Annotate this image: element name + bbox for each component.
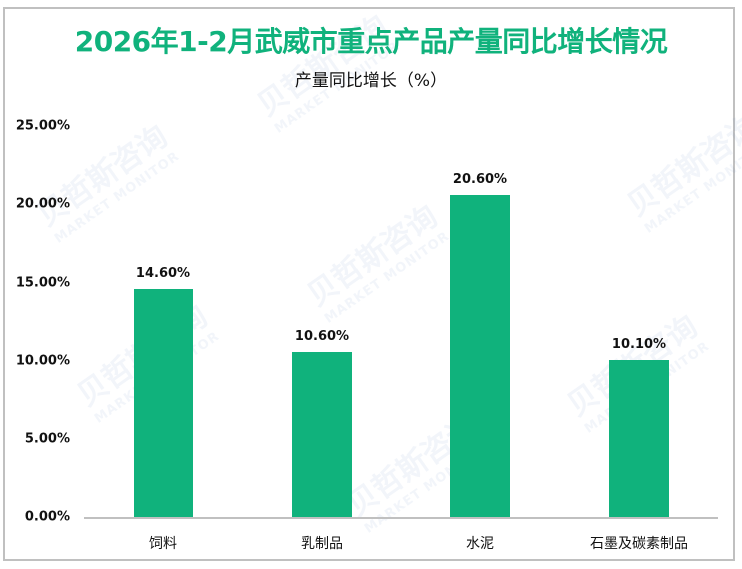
bar-value-label: 10.10% — [611, 337, 667, 352]
y-tick-label: 20.00% — [15, 196, 70, 212]
bar-value-label: 20.60% — [452, 172, 508, 187]
x-category-label: 水泥 — [466, 536, 494, 552]
bar-value-label: 14.60% — [135, 266, 191, 281]
x-category-label: 饲料 — [149, 536, 177, 552]
y-tick-label: 10.00% — [15, 353, 70, 369]
x-category-label: 石墨及碳素制品 — [590, 536, 688, 552]
bar-feed — [134, 289, 193, 518]
y-tick-label: 25.00% — [15, 118, 70, 134]
bar-graphite-carbon — [609, 360, 669, 518]
bar-dairy — [292, 352, 352, 518]
x-category-label: 乳制品 — [301, 536, 343, 552]
chart-subtitle: 产量同比增长（%） — [294, 71, 448, 91]
y-tick-label: 0.00% — [24, 509, 70, 525]
bar-value-label: 10.60% — [294, 329, 350, 344]
bar-cement — [450, 195, 510, 518]
y-tick-label: 15.00% — [15, 275, 70, 291]
x-axis-line — [84, 517, 718, 519]
y-tick-label: 5.00% — [24, 431, 70, 447]
chart-title: 2026年1-2月武威市重点产品产量同比增长情况 — [74, 25, 668, 58]
